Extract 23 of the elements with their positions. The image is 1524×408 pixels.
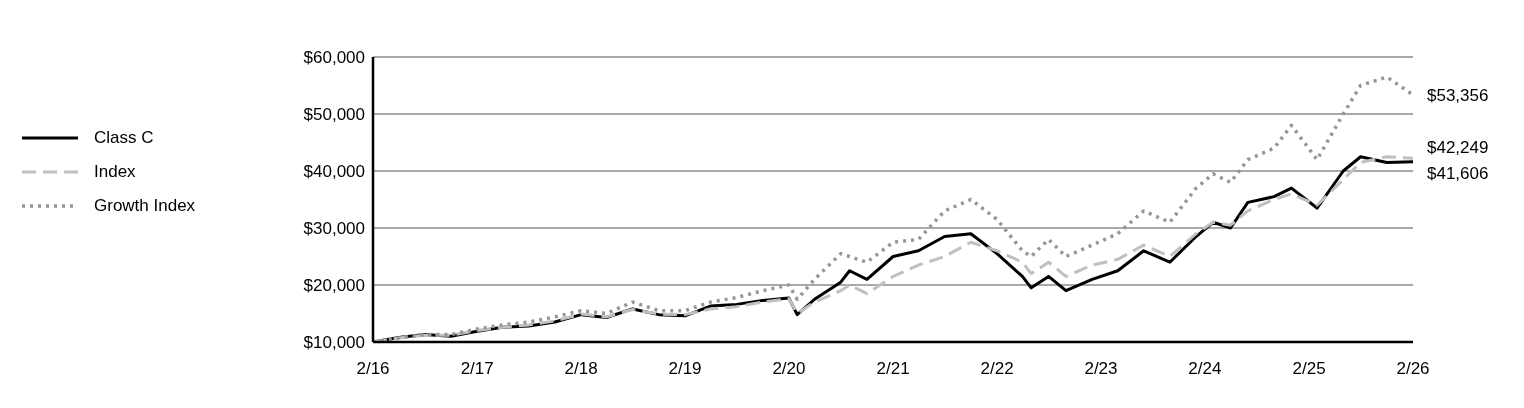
- y-tick-label: $10,000: [303, 333, 365, 353]
- x-tick-label: 2/20: [772, 359, 806, 379]
- x-tick-label: 2/19: [668, 359, 702, 379]
- data-label: $53,356: [1427, 85, 1489, 105]
- x-tick-label: 2/17: [460, 359, 494, 379]
- legend-label: Class C: [94, 128, 155, 148]
- legend-label: Growth Index: [94, 196, 197, 216]
- x-tick-label: 2/24: [1188, 359, 1222, 379]
- x-tick-label: 2/26: [1396, 359, 1430, 379]
- x-tick-label: 2/22: [980, 359, 1014, 379]
- x-tick-label: 2/25: [1292, 359, 1326, 379]
- y-tick-label: $50,000: [303, 105, 365, 125]
- y-tick-label: $60,000: [303, 48, 365, 68]
- x-tick-label: 2/18: [564, 359, 598, 379]
- x-tick-label: 2/16: [356, 359, 390, 379]
- data-label: $42,249: [1427, 138, 1489, 158]
- data-label: $41,606: [1427, 164, 1489, 184]
- y-tick-label: $20,000: [303, 276, 365, 296]
- x-tick-label: 2/23: [1084, 359, 1118, 379]
- legend-label: Index: [94, 162, 137, 182]
- y-tick-label: $30,000: [303, 219, 365, 239]
- x-tick-label: 2/21: [876, 359, 910, 379]
- y-tick-label: $40,000: [303, 162, 365, 182]
